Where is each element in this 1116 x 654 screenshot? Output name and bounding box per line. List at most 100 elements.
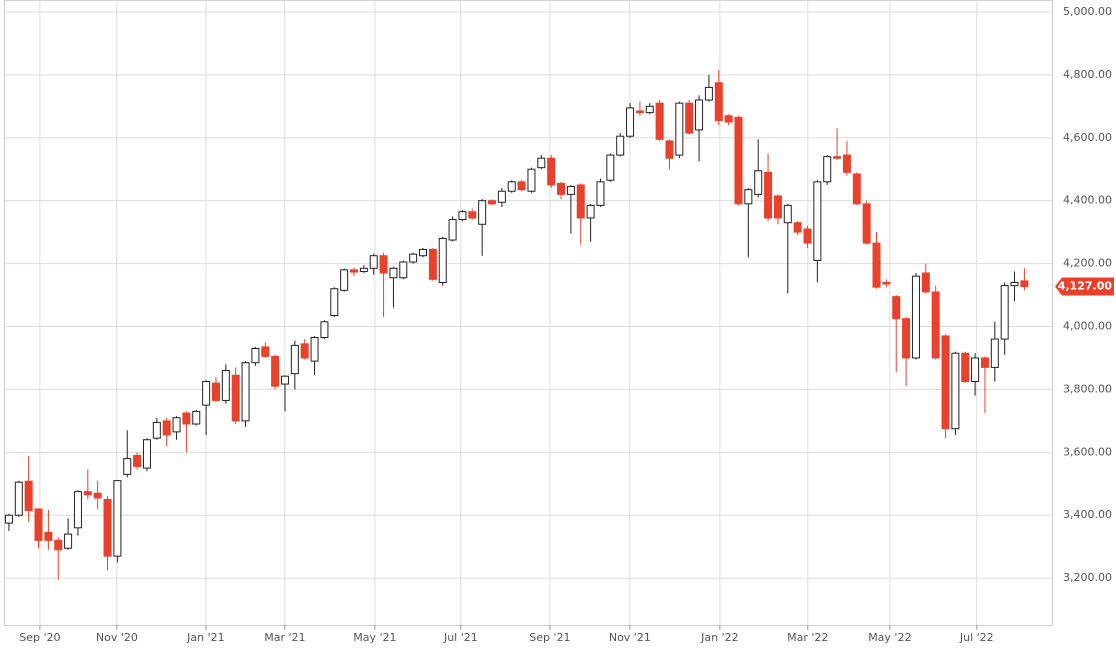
candle-body (123, 458, 132, 475)
candle-body (14, 481, 23, 516)
candle-body (685, 102, 694, 134)
candle-body (458, 211, 467, 221)
candle-body (202, 381, 211, 406)
candle-body (566, 186, 575, 195)
candle-body (241, 362, 250, 422)
candle-body (724, 115, 733, 123)
candle-body (320, 321, 329, 339)
candle-body (793, 222, 802, 233)
candle-body (882, 281, 891, 285)
candle-body (744, 189, 753, 205)
candle-body (231, 374, 240, 422)
y-tick-label: 5,000.00 (1063, 5, 1112, 18)
candle-body (448, 219, 457, 241)
candle-body (192, 410, 201, 425)
candle-body (64, 533, 73, 549)
candle-body (211, 382, 220, 401)
candle-body (507, 181, 516, 192)
y-tick-label: 3,200.00 (1063, 571, 1112, 584)
candle-body (803, 228, 812, 244)
candle-body (823, 156, 832, 183)
candle-body (576, 184, 585, 219)
x-tick-label: Nov '21 (609, 631, 651, 644)
candle-body (557, 182, 566, 195)
candle-body (497, 190, 506, 203)
candle-body (1020, 280, 1029, 288)
x-tick-label: Sep '20 (19, 631, 60, 644)
candle-body (409, 253, 418, 263)
candle-body (527, 168, 536, 192)
candle-body (902, 318, 911, 359)
candle-body (359, 267, 368, 272)
candle-body (152, 421, 161, 439)
candle-body (369, 255, 378, 269)
candle-body (704, 86, 713, 101)
candle-body (280, 375, 289, 385)
candle-body (961, 352, 970, 383)
candle-body (83, 491, 92, 496)
candle-body (172, 417, 181, 433)
candle-body (773, 195, 782, 219)
candle-body (1010, 281, 1019, 287)
candle-body (54, 539, 63, 551)
candle-body (655, 102, 664, 140)
candle-body (419, 248, 428, 257)
x-tick-label: Jan '22 (700, 631, 738, 644)
candle-body (606, 154, 615, 181)
candle-body (93, 492, 102, 499)
candle-body (547, 157, 556, 186)
candle-body (754, 170, 763, 195)
candle-body (488, 200, 497, 205)
candle-body (596, 181, 605, 206)
candle-body (734, 116, 743, 205)
candle-body (675, 102, 684, 156)
candle-body (813, 181, 822, 261)
candle-body (310, 337, 319, 362)
candle-body (1000, 285, 1009, 340)
candle-body (379, 255, 388, 274)
last-price-flag (1055, 277, 1114, 296)
candle-body (842, 154, 851, 173)
y-tick-label: 4,000.00 (1063, 319, 1112, 332)
candle-body (862, 203, 871, 244)
x-tick-label: Mar '21 (264, 631, 305, 644)
candle-body (921, 272, 930, 293)
candle-body (517, 181, 526, 191)
candle-body (931, 291, 940, 359)
candle-body (990, 338, 999, 368)
x-tick-label: Sep '21 (529, 631, 570, 644)
candle-body (892, 296, 901, 320)
candle-body (586, 204, 595, 219)
candle-body (478, 200, 487, 225)
x-tick-label: Mar '22 (787, 631, 828, 644)
candle-body (980, 357, 989, 368)
candle-body (330, 288, 339, 316)
candle-body (182, 412, 191, 425)
candle-body (468, 211, 477, 219)
candle-body (103, 498, 112, 557)
x-tick-label: Jul '21 (443, 631, 478, 644)
y-tick-label: 4,400.00 (1063, 194, 1112, 207)
y-tick-label: 4,800.00 (1063, 68, 1112, 81)
candle-body (162, 420, 171, 436)
last-price-label: 4,127.00 (1058, 280, 1113, 293)
candle-body (389, 267, 398, 279)
x-tick-label: Nov '20 (96, 631, 138, 644)
candle-body (665, 140, 674, 159)
x-tick-label: Jan '21 (186, 631, 224, 644)
y-tick-label: 3,400.00 (1063, 508, 1112, 521)
candle-body (635, 110, 644, 114)
candle-body (951, 352, 960, 430)
candle-body (971, 357, 980, 383)
x-tick-label: May '21 (353, 631, 396, 644)
candle-body (34, 508, 43, 541)
candle-body (133, 454, 142, 467)
candle-body (340, 269, 349, 291)
candle-body (438, 237, 447, 283)
candle-body (261, 346, 270, 357)
candle-body (833, 156, 842, 159)
candle-body (300, 343, 309, 359)
candle-body (695, 99, 704, 131)
x-tick-label: May '22 (868, 631, 911, 644)
candle-body (251, 348, 260, 364)
